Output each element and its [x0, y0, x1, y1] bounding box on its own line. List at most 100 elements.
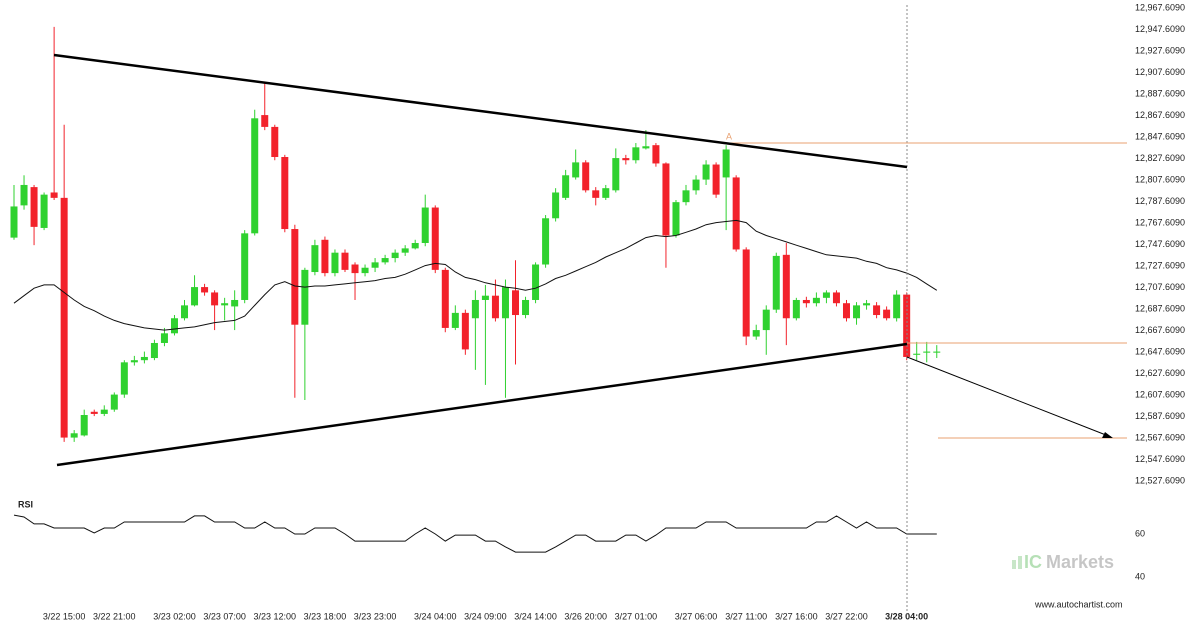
candle-body — [722, 149, 730, 178]
candle-body — [401, 248, 409, 253]
rsi-tick-label: 40 — [1135, 571, 1145, 581]
y-tick-label: 12,687.6090 — [1135, 303, 1185, 313]
forecast-arrow — [906, 356, 1112, 438]
candle-body — [802, 299, 810, 304]
x-tick-label: 3/24 14:00 — [514, 611, 557, 621]
candle-body — [572, 162, 580, 178]
x-tick-label: 3/23 02:00 — [153, 611, 196, 621]
candle-body — [863, 303, 871, 306]
candle-body — [762, 309, 770, 331]
y-tick-label: 12,747.6090 — [1135, 239, 1185, 249]
candle-body — [241, 233, 249, 300]
candle-body — [431, 207, 439, 270]
candle-body — [893, 294, 901, 319]
candle-body — [301, 269, 309, 325]
candle-body — [562, 175, 570, 198]
y-tick-label: 12,907.6090 — [1135, 67, 1185, 77]
candle-body — [20, 184, 28, 206]
plot-area: 12,527.6090 12,547.6090 12,567.6090 12,587.… — [10, 2, 1185, 621]
candle-body — [150, 342, 158, 359]
candle-body — [662, 163, 670, 236]
candle-body — [100, 409, 108, 414]
y-tick-label: 12,947.6090 — [1135, 24, 1185, 34]
candle-body — [712, 164, 720, 195]
candle-body — [582, 162, 590, 191]
candle-body — [632, 147, 640, 161]
candle-body — [542, 218, 550, 265]
moving-average-line — [13, 219, 938, 331]
y-tick-label: 12,787.6090 — [1135, 196, 1185, 206]
candle-body — [321, 239, 329, 274]
y-tick-label: 12,827.6090 — [1135, 153, 1185, 163]
candle-body — [351, 264, 359, 274]
y-tick-label: 12,627.6090 — [1135, 368, 1185, 378]
logo: IC Markets — [1012, 552, 1114, 572]
candle-body — [281, 157, 289, 230]
candle-body — [512, 290, 519, 316]
candle-body — [642, 146, 650, 149]
resistance-line — [53, 53, 908, 169]
candle-body — [421, 207, 429, 244]
candle-body — [622, 158, 630, 161]
candle-body — [80, 415, 88, 436]
x-tick-label: 3/27 01:00 — [615, 611, 658, 621]
x-tick-label: 3/26 20:00 — [564, 611, 607, 621]
candle-body — [441, 269, 449, 328]
candle-body — [160, 333, 168, 343]
y-tick-label: 12,967.6090 — [1135, 2, 1185, 12]
candle-body — [391, 252, 399, 259]
candle-body — [110, 394, 118, 410]
candle-body — [602, 188, 610, 198]
y-tick-label: 12,587.6090 — [1135, 411, 1185, 421]
candle-body — [883, 309, 891, 319]
rsi-tick-label: 60 — [1135, 528, 1145, 538]
candle-body — [371, 262, 379, 268]
x-tick-label: 3/27 16:00 — [775, 611, 818, 621]
candle-body — [120, 362, 128, 395]
candle-body — [191, 287, 199, 306]
x-tick-label: 3/24 04:00 — [414, 611, 457, 621]
candle-body — [732, 177, 740, 250]
candle-body — [461, 312, 469, 350]
y-tick-label: 12,867.6090 — [1135, 110, 1185, 120]
candle-body — [752, 330, 760, 337]
y-tick-label: 12,887.6090 — [1135, 88, 1185, 98]
candle-body — [772, 255, 780, 310]
candle-body — [692, 179, 700, 191]
candle-body — [411, 243, 419, 249]
candle-body — [742, 249, 750, 337]
x-tick-label: 3/24 09:00 — [464, 611, 507, 621]
candle-body — [652, 145, 660, 164]
y-tick-label: 12,647.6090 — [1135, 346, 1185, 356]
y-tick-label: 12,727.6090 — [1135, 260, 1185, 270]
footer: www.autochartist.com — [1034, 599, 1123, 609]
x-tick-label: 3/28 04:00 — [885, 611, 928, 621]
candle-body — [211, 292, 219, 306]
candle-body — [782, 254, 790, 319]
candle-body — [933, 351, 941, 353]
candle-body — [341, 252, 349, 270]
x-tick-label: 3/27 22:00 — [825, 611, 868, 621]
y-tick-label: 12,807.6090 — [1135, 174, 1185, 184]
candle-body — [130, 360, 138, 363]
candle-body — [842, 303, 850, 319]
logo-text: Markets — [1046, 552, 1114, 572]
candle-body — [90, 411, 98, 414]
logo-prefix: IC — [1024, 552, 1042, 572]
candle-body — [832, 292, 840, 304]
y-tick-label: 12,607.6090 — [1135, 389, 1185, 399]
x-tick-label: 3/23 07:00 — [203, 611, 246, 621]
y-tick-label: 12,527.6090 — [1135, 475, 1185, 485]
annotation-label: A — [726, 131, 732, 141]
logo-icon — [1012, 560, 1016, 569]
x-tick-label: 3/23 12:00 — [254, 611, 297, 621]
candle-body — [291, 229, 299, 325]
candle-body — [361, 267, 369, 274]
x-tick-label: 3/23 18:00 — [304, 611, 347, 621]
logo-icon — [1018, 556, 1022, 569]
y-tick-label: 12,707.6090 — [1135, 282, 1185, 292]
x-tick-label: 3/23 23:00 — [354, 611, 397, 621]
y-tick-label: 12,667.6090 — [1135, 325, 1185, 335]
candle-body — [201, 287, 209, 293]
